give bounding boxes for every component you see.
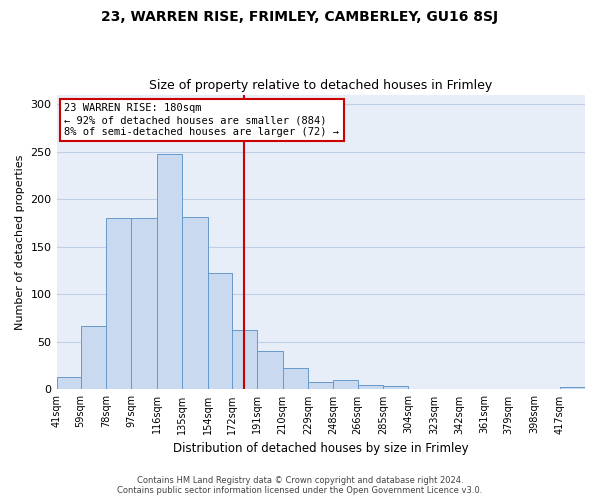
Bar: [283, 368, 308, 390]
Bar: [308, 382, 334, 390]
Bar: [334, 380, 358, 390]
Title: Size of property relative to detached houses in Frimley: Size of property relative to detached ho…: [149, 79, 493, 92]
Bar: [182, 218, 208, 390]
Bar: [131, 218, 157, 390]
Text: 23, WARREN RISE, FRIMLEY, CAMBERLEY, GU16 8SJ: 23, WARREN RISE, FRIMLEY, CAMBERLEY, GU1…: [101, 10, 499, 24]
Bar: [383, 386, 409, 390]
Text: 23 WARREN RISE: 180sqm
← 92% of detached houses are smaller (884)
8% of semi-det: 23 WARREN RISE: 180sqm ← 92% of detached…: [64, 104, 340, 136]
Bar: [257, 352, 283, 390]
Bar: [208, 274, 232, 390]
Bar: [560, 386, 585, 390]
Y-axis label: Number of detached properties: Number of detached properties: [15, 154, 25, 330]
Bar: [232, 330, 257, 390]
Bar: [157, 154, 182, 390]
Text: Contains HM Land Registry data © Crown copyright and database right 2024.
Contai: Contains HM Land Registry data © Crown c…: [118, 476, 482, 495]
Bar: [80, 326, 106, 390]
Bar: [106, 218, 131, 390]
X-axis label: Distribution of detached houses by size in Frimley: Distribution of detached houses by size …: [173, 442, 469, 455]
Bar: [56, 377, 80, 390]
Bar: [358, 384, 383, 390]
